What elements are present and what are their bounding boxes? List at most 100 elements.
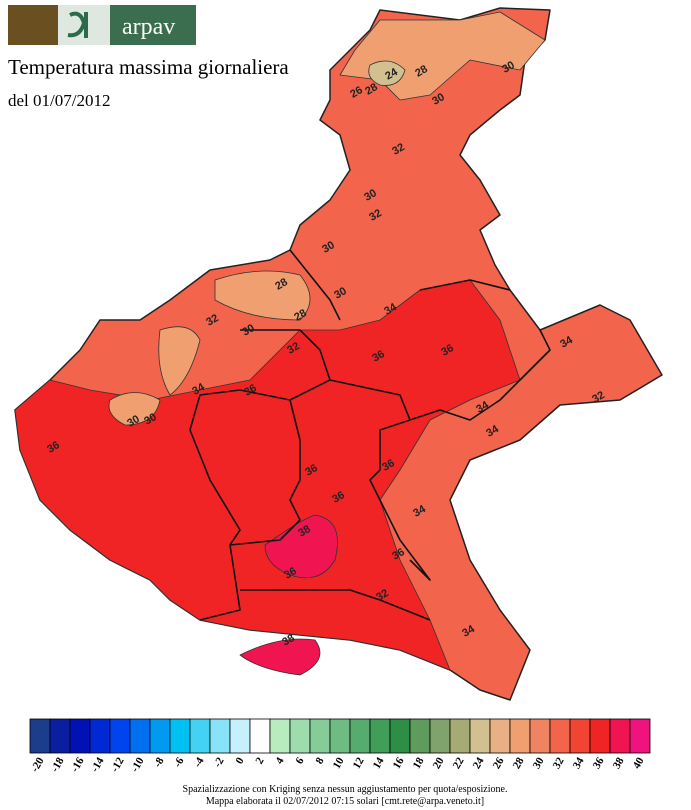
contour-label: 28 xyxy=(413,63,430,80)
contour-label: 28 xyxy=(292,307,309,324)
legend-label: -18 xyxy=(49,755,67,774)
legend-swatch xyxy=(229,718,251,754)
contour-label: 30 xyxy=(142,411,159,428)
legend-label: 38 xyxy=(611,755,627,771)
zone-24 xyxy=(368,60,406,86)
legend-swatch xyxy=(549,718,571,754)
logo-text: arpav xyxy=(122,14,175,40)
contour-label: 30 xyxy=(125,413,142,430)
legend-label: 22 xyxy=(451,755,467,771)
contour-label: 32 xyxy=(204,312,221,329)
legend-label: -2 xyxy=(212,755,227,769)
legend-swatch xyxy=(449,718,471,754)
legend-swatch xyxy=(369,718,391,754)
subtitle: del 01/07/2012 xyxy=(8,91,110,110)
legend-swatch xyxy=(349,718,371,754)
legend-label: 10 xyxy=(331,755,347,771)
legend-label: 34 xyxy=(571,755,587,771)
legend-label: 8 xyxy=(313,755,326,766)
contour-label: 38 xyxy=(280,632,297,649)
legend-label: -10 xyxy=(129,755,147,774)
legend-swatch xyxy=(389,718,411,754)
footer-line: Spazializzazione con Kriging senza nessu… xyxy=(183,784,508,795)
contour-label: 36 xyxy=(370,348,387,365)
region-map xyxy=(14,7,663,701)
contour-label: 36 xyxy=(380,457,397,474)
legend-swatch xyxy=(29,718,51,754)
legend-label: 24 xyxy=(471,755,487,771)
legend-label: -16 xyxy=(69,755,87,774)
title: Temperatura massima giornaliera xyxy=(8,55,289,79)
legend-swatch xyxy=(569,718,591,754)
legend-label: -20 xyxy=(29,755,47,774)
legend-swatch xyxy=(609,718,631,754)
legend-swatch xyxy=(329,718,351,754)
legend-label: 4 xyxy=(273,755,286,766)
contour-label: 36 xyxy=(390,546,407,563)
contour-label: 32 xyxy=(374,587,391,604)
contour-label: 36 xyxy=(45,439,62,456)
footer-line: Mappa elaborata il 02/07/2012 07:15 sola… xyxy=(206,796,484,807)
legend-label: -14 xyxy=(89,755,107,774)
logo: arpav xyxy=(8,5,196,45)
legend-label: 20 xyxy=(431,755,447,771)
contour-label: 32 xyxy=(367,207,384,224)
contour-label: 26 xyxy=(348,84,365,101)
legend-label: 0 xyxy=(233,755,246,766)
contour-label: 30 xyxy=(430,91,447,108)
contour-label: 30 xyxy=(320,239,337,256)
contour-label: 32 xyxy=(390,141,407,158)
legend-label: 30 xyxy=(531,755,547,771)
logo-symbol xyxy=(67,11,88,38)
legend-swatch xyxy=(529,718,551,754)
legend-label: 40 xyxy=(631,755,647,771)
legend-swatch xyxy=(49,718,71,754)
contour-label: 36 xyxy=(439,342,456,359)
zone-36 xyxy=(14,279,521,671)
province-borders xyxy=(189,249,551,621)
contour-label: 30 xyxy=(362,187,379,204)
zone-38 xyxy=(239,514,338,676)
legend-label: -12 xyxy=(109,755,127,774)
legend-label: 26 xyxy=(491,755,507,771)
contour-label: 30 xyxy=(332,285,349,302)
legend-label: 12 xyxy=(351,755,367,771)
legend-swatch xyxy=(89,718,111,754)
legend-swatch xyxy=(629,718,651,754)
legend-swatch xyxy=(189,718,211,754)
contour-label: 32 xyxy=(285,340,302,357)
legend-label: 28 xyxy=(511,755,527,771)
legend-swatch xyxy=(289,718,311,754)
contour-label: 36 xyxy=(242,382,259,399)
legend-swatch xyxy=(209,718,231,754)
legend-label: 6 xyxy=(293,755,306,766)
legend-swatch xyxy=(129,718,151,754)
legend-swatch xyxy=(249,718,271,754)
logo-lion xyxy=(8,5,58,45)
contour-label: 36 xyxy=(282,565,299,582)
legend-swatch xyxy=(469,718,491,754)
contour-label: 36 xyxy=(330,489,347,506)
legend-swatch xyxy=(69,718,91,754)
legend-swatch xyxy=(149,718,171,754)
contour-label: 32 xyxy=(590,389,607,406)
contour-label: 30 xyxy=(500,59,517,76)
legend-label: -4 xyxy=(192,755,207,769)
contour-label: 36 xyxy=(303,462,320,479)
legend: -20 -18 -16 -14 -12 -10 -8 -6 -4 -2 0 2 4 6 8 10 12 14 16 1… xyxy=(29,718,651,774)
legend-label: 18 xyxy=(411,755,427,771)
legend-label: 2 xyxy=(253,755,266,766)
contour-label: 28 xyxy=(273,276,290,293)
legend-label: 32 xyxy=(551,755,567,771)
logo-band xyxy=(110,5,196,45)
contour-label: 38 xyxy=(296,523,313,540)
zone-28 xyxy=(108,11,546,426)
legend-swatch xyxy=(429,718,451,754)
legend-label: 14 xyxy=(371,755,387,771)
contour-label: 30 xyxy=(240,322,257,339)
legend-swatch xyxy=(409,718,431,754)
legend-swatch xyxy=(589,718,611,754)
